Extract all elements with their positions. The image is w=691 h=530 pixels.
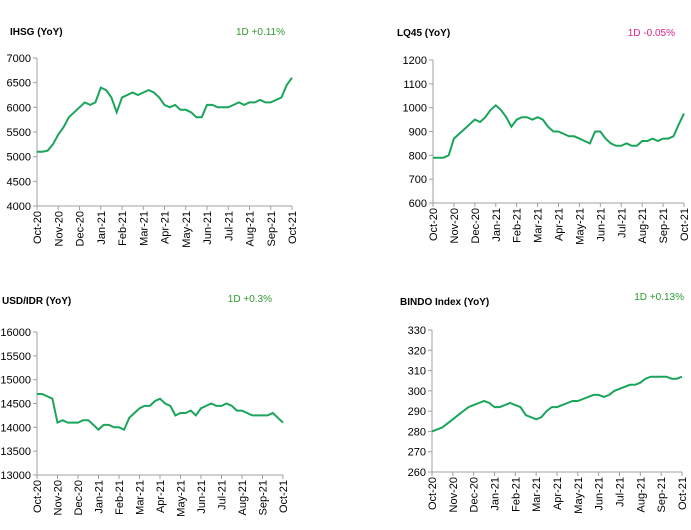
x-tick-label: May-21 bbox=[574, 208, 586, 245]
x-tick-label: Aug-21 bbox=[245, 211, 257, 246]
x-tick-label: Jan-21 bbox=[490, 477, 502, 511]
x-tick-label: Aug-21 bbox=[237, 480, 249, 515]
y-tick-label: 260 bbox=[408, 467, 426, 479]
y-tick-label: 310 bbox=[408, 366, 426, 378]
x-tick-label: Dec-20 bbox=[75, 211, 87, 246]
line-series bbox=[37, 393, 284, 432]
x-tick-label: Apr-21 bbox=[554, 208, 566, 241]
x-tick-label: Mar-21 bbox=[138, 211, 150, 246]
y-tick-label: 4000 bbox=[7, 201, 31, 213]
x-tick-label: Sep-21 bbox=[266, 211, 278, 246]
y-tick-label: 1200 bbox=[403, 55, 427, 67]
annotation: 1D -0.05% bbox=[628, 28, 675, 39]
annotation: 1D +0.11% bbox=[236, 27, 285, 38]
chart-title: BINDO Index (YoY) bbox=[400, 297, 489, 308]
x-tick-label: Jul-21 bbox=[615, 477, 627, 507]
y-tick-label: 1100 bbox=[403, 79, 427, 91]
x-tick-label: Aug-21 bbox=[637, 208, 649, 243]
x-tick-label: Oct-20 bbox=[428, 208, 440, 241]
x-tick-label: Nov-20 bbox=[53, 480, 65, 515]
y-tick-label: 14000 bbox=[0, 422, 31, 434]
chart: LQ45 (YoY) 1D -0.05% 600 700 800 900 1000 1100 1… bbox=[397, 28, 691, 245]
y-tick-label: 800 bbox=[409, 150, 427, 162]
x-tick-label: Dec-20 bbox=[470, 208, 482, 243]
x-tick-label: Feb-21 bbox=[114, 480, 126, 515]
y-tick-label: 330 bbox=[408, 325, 426, 337]
x-tick-label: Oct-21 bbox=[287, 211, 299, 244]
x-tick-label: Dec-20 bbox=[73, 480, 85, 515]
y-tick-label: 270 bbox=[408, 447, 426, 459]
y-tick-label: 300 bbox=[408, 386, 426, 398]
x-tick-label: May-21 bbox=[573, 477, 585, 514]
x-tick-label: Oct-21 bbox=[677, 477, 689, 510]
y-tick-label: 16000 bbox=[0, 327, 31, 339]
y-tick-label: 1000 bbox=[403, 103, 427, 115]
x-tick-label: May-21 bbox=[176, 480, 188, 517]
x-tick-label: Mar-21 bbox=[135, 480, 147, 515]
line-series bbox=[433, 103, 685, 159]
x-tick-label: Oct-20 bbox=[32, 211, 44, 244]
y-tick-label: 5500 bbox=[7, 127, 31, 139]
y-tick-label: 700 bbox=[409, 174, 427, 186]
y-tick-label: 600 bbox=[409, 198, 427, 210]
chart-title: IHSG (YoY) bbox=[10, 27, 63, 38]
annotation: 1D +0.3% bbox=[228, 294, 272, 305]
y-tick-label: 320 bbox=[408, 345, 426, 357]
y-tick-label: 4500 bbox=[7, 176, 31, 188]
chart: USD/IDR (YoY) 1D +0.3% 13000 13500 14000 1450… bbox=[0, 294, 290, 517]
y-tick-label: 900 bbox=[409, 127, 427, 139]
annotation: 1D +0.13% bbox=[634, 292, 684, 303]
x-tick-label: Jan-21 bbox=[94, 480, 106, 514]
chart: BINDO Index (YoY) 1D +0.13% 260 270 280 290 30… bbox=[400, 292, 689, 514]
x-tick-label: Sep-21 bbox=[656, 477, 668, 512]
x-tick-label: Apr-21 bbox=[160, 211, 172, 244]
line-series bbox=[431, 375, 683, 433]
x-tick-label: Aug-21 bbox=[635, 477, 647, 512]
line-series bbox=[37, 77, 293, 153]
y-tick-label: 290 bbox=[408, 406, 426, 418]
x-tick-label: Jul-21 bbox=[217, 480, 229, 510]
x-tick-label: Nov-20 bbox=[448, 477, 460, 512]
y-tick-label: 14500 bbox=[0, 399, 31, 411]
y-tick-label: 5000 bbox=[7, 152, 31, 164]
x-tick-label: Jun-21 bbox=[202, 211, 214, 245]
y-tick-label: 7000 bbox=[7, 53, 31, 65]
chart: IHSG (YoY) 1D +0.11% 4000 4500 5000 5500 6000 6… bbox=[7, 27, 299, 248]
x-tick-label: Oct-20 bbox=[32, 480, 44, 513]
x-tick-label: Jun-21 bbox=[595, 208, 607, 242]
y-tick-label: 15500 bbox=[0, 351, 31, 363]
x-tick-label: Jul-21 bbox=[223, 211, 235, 241]
x-tick-label: Feb-21 bbox=[117, 211, 129, 246]
x-tick-label: Jan-21 bbox=[96, 211, 108, 245]
x-tick-label: Mar-21 bbox=[533, 208, 545, 243]
x-tick-label: Oct-21 bbox=[679, 208, 691, 241]
y-tick-label: 15000 bbox=[0, 375, 31, 387]
x-tick-label: Apr-21 bbox=[552, 477, 564, 510]
x-tick-label: Apr-21 bbox=[155, 480, 167, 513]
chart-title: LQ45 (YoY) bbox=[397, 28, 450, 39]
x-tick-label: Sep-21 bbox=[658, 208, 670, 243]
y-tick-label: 280 bbox=[408, 426, 426, 438]
x-tick-label: Dec-20 bbox=[469, 477, 481, 512]
x-tick-label: Nov-20 bbox=[449, 208, 461, 243]
x-tick-label: Oct-20 bbox=[427, 477, 439, 510]
x-tick-label: Feb-21 bbox=[512, 208, 524, 243]
y-tick-label: 6000 bbox=[7, 102, 31, 114]
x-tick-label: Sep-21 bbox=[258, 480, 270, 515]
x-tick-label: Mar-21 bbox=[531, 477, 543, 512]
y-tick-label: 13500 bbox=[0, 446, 31, 458]
x-tick-label: Jul-21 bbox=[616, 208, 628, 238]
x-tick-label: Nov-20 bbox=[53, 211, 65, 246]
x-tick-label: Jan-21 bbox=[491, 208, 503, 242]
x-tick-label: Oct-21 bbox=[278, 480, 290, 513]
x-tick-label: Jun-21 bbox=[196, 480, 208, 514]
y-tick-label: 13000 bbox=[0, 470, 31, 482]
x-tick-label: May-21 bbox=[181, 211, 193, 248]
chart-title: USD/IDR (YoY) bbox=[2, 296, 71, 307]
x-tick-label: Feb-21 bbox=[510, 477, 522, 512]
y-tick-label: 6500 bbox=[7, 78, 31, 90]
x-tick-label: Jun-21 bbox=[594, 477, 606, 511]
